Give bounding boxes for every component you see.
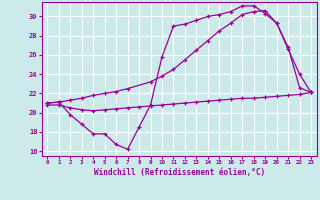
X-axis label: Windchill (Refroidissement éolien,°C): Windchill (Refroidissement éolien,°C): [94, 168, 265, 177]
